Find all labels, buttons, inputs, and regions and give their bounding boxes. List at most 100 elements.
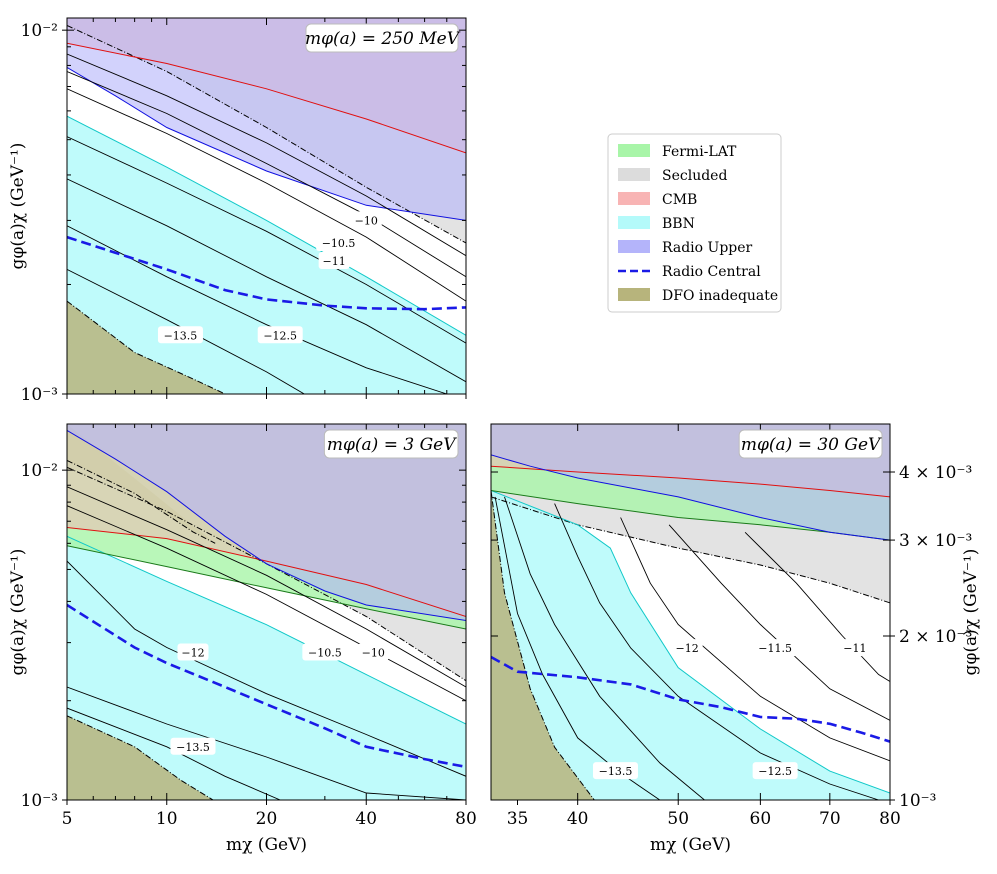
axes-frame [490,423,891,801]
y-tick-label: 2 × 10⁻³ [899,627,972,647]
legend-entry-radio-upper: Radio Upper [618,240,753,256]
boundary-bbn [67,535,466,725]
legend: Fermi-LAT Secluded CMB BBN Radio Upper Radio … [607,133,782,313]
legend-label: Radio Central [662,264,761,280]
legend-entry-fermi-lat: Fermi-LAT [618,144,737,160]
contour-line [620,517,890,762]
svg-text:mφ(a) = 250 MeV: mφ(a) = 250 MeV [305,29,461,49]
boundary-bbn [67,115,466,336]
svg-text:−10: −10 [355,214,378,227]
contour-label: −11 [839,639,871,657]
legend-frame [607,133,782,313]
contour-line [67,686,466,800]
svg-text:−10.5: −10.5 [308,647,342,660]
contour-label: −12.5 [752,762,798,780]
contour-label: −12.5 [257,326,303,344]
x-tick-label: 20 [256,809,278,829]
radio-central-line [67,603,466,769]
x-tick-label: 80 [455,809,477,829]
svg-text:−10.5: −10.5 [322,237,356,250]
boundary-radio-upper [67,429,466,621]
mass-annotation: mφ(a) = 30 GeV [738,429,883,459]
contour-label: −13.5 [592,762,638,780]
contour-line [67,268,305,394]
contour-label: −12 [177,643,209,661]
legend-label: Radio Upper [662,240,753,256]
x-tick-label: 5 [62,809,73,829]
x-tick-label: 35 [507,809,529,829]
x-axis-label: mχ (GeV) [226,835,307,855]
svg-text:−13.5: −13.5 [176,741,210,754]
legend-entry-cmb: CMB [618,192,697,208]
x-tick-label: 80 [879,809,901,829]
contour-line [67,486,466,688]
region-dfo-inadequate [67,715,214,800]
y-tick-label: 3 × 10⁻³ [899,531,972,551]
contour-label: −10.5 [302,643,348,661]
legend-label: DFO inadequate [662,288,778,304]
boundary-cmb [491,465,890,498]
contour-line [67,71,466,278]
contour-line [67,178,466,383]
legend-label: Fermi-LAT [662,144,737,160]
boundary-dfo-inadequate [67,459,216,544]
legend-swatch [618,216,650,229]
svg-text:−13.5: −13.5 [599,765,633,778]
legend-entry-secluded: Secluded [618,168,727,184]
svg-text:mφ(a) = 3 GeV: mφ(a) = 3 GeV [327,435,457,455]
contour-label: −11 [318,252,350,270]
svg-text:−12: −12 [181,647,204,660]
x-tick-label: 60 [750,809,772,829]
y-axis-label: gφ(a)χ (GeV⁻¹) [8,549,28,676]
boundary-bbn [491,490,890,794]
contour-line [744,531,890,682]
y-tick-label: 10⁻³ [21,791,58,811]
boundary-cmb [67,42,466,154]
contour-label: −13.5 [170,737,216,755]
svg-text:−12: −12 [676,642,699,655]
contour-line [554,503,879,800]
contour-label: −10 [357,643,389,661]
svg-text:−11: −11 [323,255,346,268]
region-radio-upper [67,424,466,621]
region-radio-upper [67,18,466,221]
legend-swatch [618,192,650,205]
legend-label: Secluded [662,168,727,184]
y-axis-label: gφ(a)χ (GeV⁻¹) [8,143,28,270]
y-tick-label: 10⁻³ [21,385,58,405]
x-tick-label: 70 [819,809,841,829]
contour-line [67,136,466,344]
svg-text:−10: −10 [362,647,385,660]
mass-annotation: mφ(a) = 3 GeV [323,429,459,459]
x-tick-label: 40 [355,809,377,829]
legend-entry-radio-central: Radio Central [618,264,761,280]
contour-label: −10 [350,211,382,229]
contour-label: −12 [671,639,703,657]
legend-entry-dfo-inadequate: DFO inadequate [618,288,778,304]
mass-annotation: mφ(a) = 250 MeV [305,23,461,53]
boundary-cmb [67,527,466,617]
region-bbn [491,490,890,800]
legend-entry-bbn: BBN [618,216,695,232]
plot-area [491,424,890,800]
contour-label: −13.5 [157,326,203,344]
region-dfo-inadequate [491,490,595,800]
legend-swatch [618,168,650,181]
x-tick-label: 10 [156,809,178,829]
panel-1: −10 −10.5 −11 −12.5 −13.5 10⁻³ 10⁻² mφ(a) = 250… [8,17,467,405]
contour-line [67,53,466,257]
legend-swatch [618,240,650,253]
legend-swatch [618,288,650,301]
svg-text:−11.5: −11.5 [758,642,792,655]
svg-text:−13.5: −13.5 [164,329,198,342]
y-axis-label: gφ(a)χ (GeV⁻¹) [961,549,981,676]
boundary-secluded [491,496,890,604]
svg-text:−12.5: −12.5 [758,765,792,778]
boundary-dfo-inadequate [67,300,226,394]
boundary-dfo-inadequate [491,490,595,800]
svg-text:mφ(a) = 30 GeV: mφ(a) = 30 GeV [741,435,882,455]
svg-text:−12.5: −12.5 [263,329,297,342]
svg-text:−11: −11 [843,642,866,655]
contour-line [668,524,890,721]
